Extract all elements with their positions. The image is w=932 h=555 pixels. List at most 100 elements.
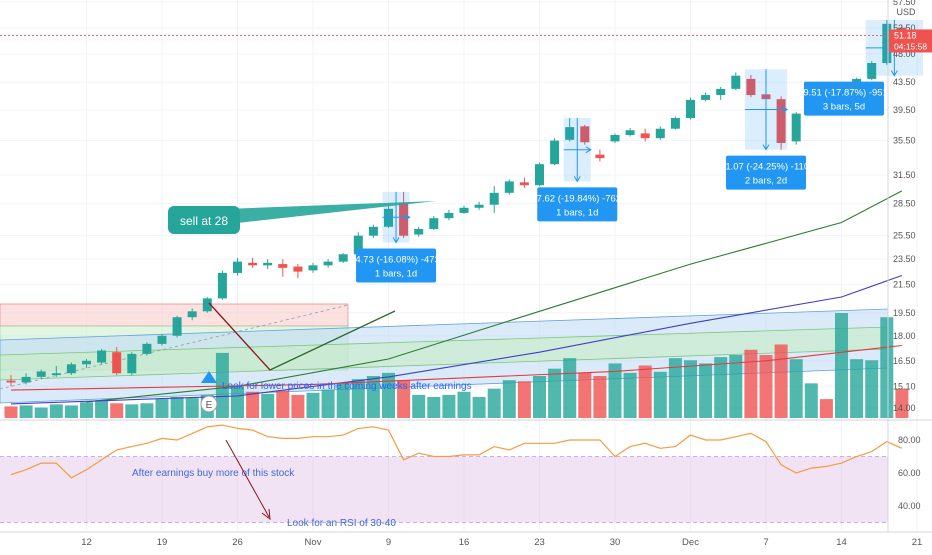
candle-body[interactable] [640,133,650,139]
candle-body[interactable] [293,266,303,272]
candle-body[interactable] [595,154,605,159]
candle-body[interactable] [202,298,212,312]
candle-body[interactable] [384,208,393,227]
candle-body[interactable] [6,380,16,383]
measure-arrow-right [585,146,592,154]
candle-body[interactable] [670,118,680,129]
candle-body[interactable] [550,140,560,165]
volume-bar [291,394,305,418]
candle-body[interactable] [323,261,333,266]
candle-body[interactable] [655,128,665,139]
earnings-marker[interactable] [200,395,218,413]
candle-body[interactable] [278,264,288,268]
time-tick-label: 23 [534,537,545,548]
volume-bar [819,399,833,418]
candle-body[interactable] [112,352,122,374]
candle-body[interactable] [474,204,484,208]
moving-average-line [10,344,902,391]
measure-label-box[interactable] [804,81,884,116]
volume-bar [427,397,441,418]
time-tick-label: 26 [232,537,243,548]
candle-body[interactable] [519,182,529,186]
candle-body[interactable] [882,23,892,64]
time-tick-label: Nov [305,537,322,548]
rsi-tick-label: 80.00 [898,435,921,445]
volume-bar [170,397,184,418]
volume-bar [49,404,63,418]
candle-body[interactable] [610,134,620,142]
candle-body[interactable] [429,218,439,229]
measure-label: -11.07 (-24.25%) -1107 [718,162,815,173]
measure-arrow-down [573,176,581,183]
measure-label-box[interactable] [356,248,437,283]
measure-sublabel: 1 bars, 1d [556,207,598,218]
candle-body[interactable] [731,75,741,89]
rsi-band [0,456,888,523]
volume-bar [351,379,365,418]
candle-body[interactable] [127,353,137,374]
volume-bar [306,392,320,418]
time-tick-label: 14 [836,537,847,548]
candle-body[interactable] [504,181,514,193]
measure-label-box[interactable] [726,155,806,190]
candle-body[interactable] [867,63,877,79]
moving-average-line [10,274,903,405]
candle-body[interactable] [444,212,454,219]
volume-bar [321,389,335,418]
candle-body[interactable] [625,130,635,135]
candle-body[interactable] [459,207,469,213]
volume-bar [548,368,562,418]
callout-box[interactable] [168,206,240,234]
measure-label-box[interactable] [537,187,618,222]
candle-body[interactable] [580,126,590,143]
candle-body[interactable] [701,95,711,100]
candle-body[interactable] [217,272,227,299]
moving-averages [10,190,903,405]
candle-body[interactable] [686,99,695,119]
candle-body[interactable] [746,78,756,96]
price-tick-label: 43.50 [893,77,916,87]
price-tick-label: 16.50 [893,356,916,366]
price-tick-label: 18.00 [893,331,916,341]
volume-bar [684,360,697,418]
candle-body[interactable] [565,127,575,140]
candle-body[interactable] [21,376,31,383]
annotations[interactable]: sell at 28 E Look for lower prices in the … [132,201,472,529]
last-price-tag[interactable] [889,29,932,53]
candle-body[interactable] [489,192,499,205]
candle-body[interactable] [97,350,107,363]
measure-arrow-right [781,106,789,113]
price-tick-label: 21.50 [893,280,916,290]
volume-bar [638,365,652,418]
candle-body[interactable] [142,343,152,354]
candle-body[interactable] [716,88,726,96]
candle-body[interactable] [187,311,197,318]
candle-body[interactable] [353,235,363,255]
candle-body[interactable] [414,228,424,235]
volume-bar [774,344,788,418]
candle-body[interactable] [248,262,258,266]
time-tick-label: 19 [157,537,168,548]
price-tick-label: 52.50 [893,23,916,33]
candle-body[interactable] [157,335,167,344]
candle-body[interactable] [172,317,182,336]
candle-body[interactable] [263,262,273,266]
candle-body[interactable] [82,360,91,365]
price-tick-label: 14.00 [893,403,916,413]
candle-body[interactable] [791,113,801,142]
candle-body[interactable] [776,99,786,144]
candle-body[interactable] [535,164,544,186]
price-tick-label: 48.00 [893,49,916,59]
candle-body[interactable] [36,371,46,377]
candle-body[interactable] [368,226,378,236]
candle-body[interactable] [233,261,242,273]
candle-body[interactable] [308,265,318,271]
candle-body[interactable] [338,254,348,262]
candle-body[interactable] [66,364,76,374]
candle-body[interactable] [51,373,61,376]
measure-sublabel: 1 bars, 1d [375,269,417,280]
candle-body[interactable] [399,202,409,236]
